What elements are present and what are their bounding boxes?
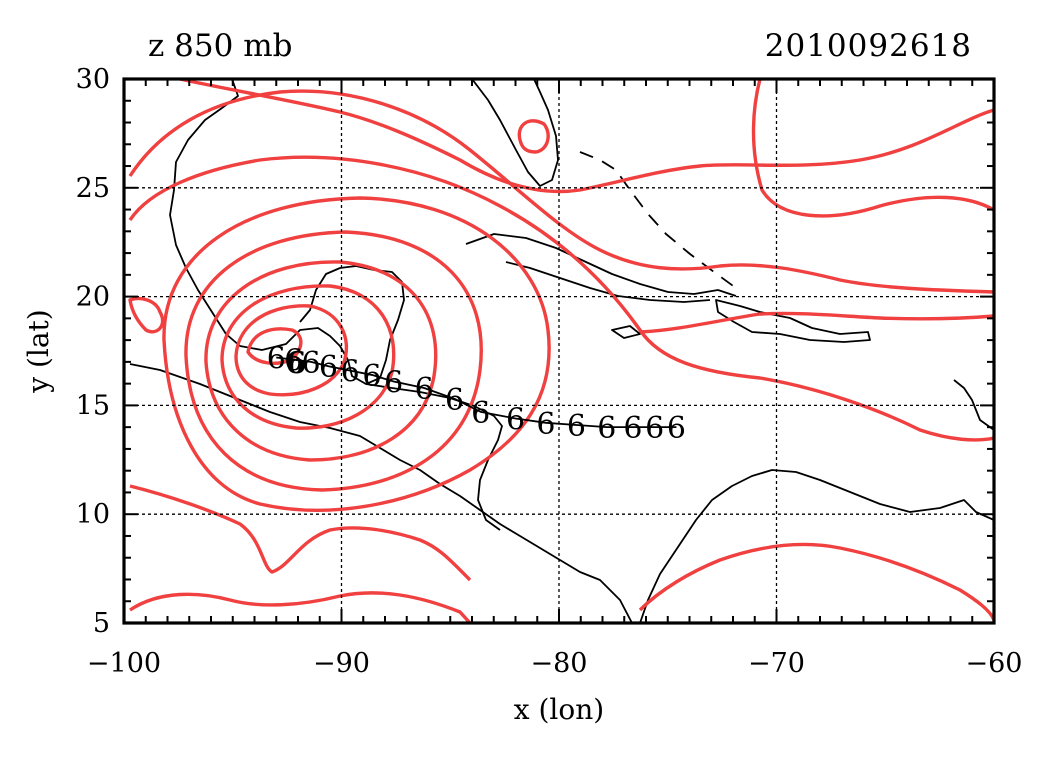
- contour-north-1: [128, 89, 994, 294]
- coast-florida: [471, 79, 559, 187]
- contour-ring-3: [220, 284, 396, 430]
- axis-ticks: [123, 78, 995, 624]
- contour-ring-5: [184, 230, 483, 492]
- x-tick-label: −100: [87, 648, 161, 679]
- y-axis-label: y (lat): [22, 309, 55, 393]
- contour-outer-west: [128, 155, 994, 442]
- coast-central-america: [129, 363, 633, 623]
- coast-honduras-north: [365, 383, 503, 531]
- coast-jamaica: [611, 325, 641, 339]
- track-point-symbol: 6: [567, 409, 586, 444]
- contour-ring-4: [204, 260, 438, 462]
- storm-track-line: [276, 356, 677, 429]
- track-point-symbol: 6: [415, 372, 434, 407]
- contour-venezuela: [638, 542, 994, 621]
- contour-south-west-2: [129, 591, 472, 623]
- axis-tick-labels: −100 −90 −80 −70 −60 5 10 15 20 25 30: [76, 64, 1023, 679]
- contour-east-mid: [639, 311, 994, 334]
- title-right: 2010092618: [765, 28, 972, 64]
- track-point-symbol: 6: [667, 411, 686, 446]
- coast-hispaniola: [715, 299, 871, 343]
- contour-south-west: [129, 484, 472, 582]
- contour-ring-6: [162, 196, 551, 512]
- y-tick-label: 5: [93, 608, 110, 639]
- x-tick-label: −70: [748, 648, 805, 679]
- track-point-symbol: 6: [536, 407, 555, 442]
- y-tick-label: 30: [76, 64, 110, 95]
- coast-cuba: [465, 233, 737, 297]
- coast-bahamas: [579, 151, 737, 289]
- contour-northeast: [751, 79, 994, 218]
- track-point-symbol: 6: [445, 383, 464, 418]
- coast-cuba-south: [505, 261, 711, 303]
- height-contours: [128, 79, 994, 623]
- y-tick-label: 10: [76, 499, 110, 530]
- track-point-symbol: 6: [384, 365, 403, 400]
- contour-ring-2: [234, 304, 349, 397]
- track-point-symbol: 6: [362, 359, 381, 394]
- coast-east: [953, 379, 994, 431]
- track-point-symbol: 6: [471, 396, 490, 431]
- track-point-symbol: 6: [302, 346, 321, 381]
- track-point-symbol: 6: [284, 344, 303, 379]
- track-point-symbol: 6: [623, 411, 642, 446]
- contour-north-2: [179, 79, 994, 194]
- track-point-symbol: 6: [267, 342, 286, 377]
- title-left: z 850 mb: [148, 28, 292, 64]
- x-tick-label: −60: [966, 648, 1023, 679]
- y-tick-label: 15: [76, 390, 110, 421]
- x-axis-label: x (lon): [514, 693, 604, 726]
- contour-florida-small: [517, 119, 550, 154]
- storm-current-position: 6: [285, 346, 306, 381]
- track-point-symbol: 6: [645, 411, 664, 446]
- track-point-symbol: 6: [506, 402, 525, 437]
- x-tick-label: −90: [313, 648, 370, 679]
- track-point-symbol: 6: [597, 411, 616, 446]
- gridlines: [124, 79, 994, 623]
- coast-south-america: [639, 469, 994, 623]
- contour-yucatan-noise: [128, 296, 165, 334]
- track-point-symbol: 6: [319, 350, 338, 385]
- contour-ring-1: [246, 327, 303, 365]
- track-point-symbol: 6: [341, 355, 360, 390]
- x-tick-label: −80: [531, 648, 588, 679]
- y-tick-label: 20: [76, 282, 110, 313]
- coast-gulf-mexico: [169, 79, 405, 385]
- y-tick-label: 25: [76, 173, 110, 204]
